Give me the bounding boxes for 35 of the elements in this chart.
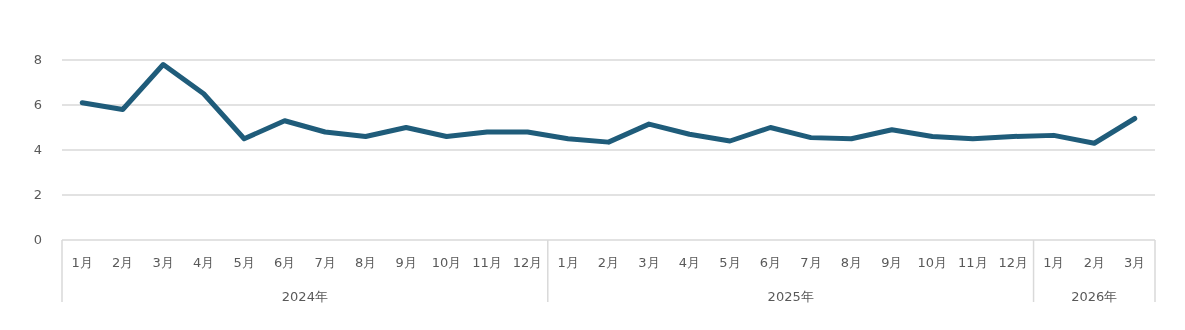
xtick: 12月 bbox=[512, 254, 543, 270]
xtick: 12月 bbox=[998, 254, 1029, 270]
xtick: 2月 bbox=[112, 254, 134, 270]
xtick: 1月 bbox=[71, 254, 93, 270]
ytick: 4 bbox=[33, 141, 42, 157]
xtick: 3月 bbox=[638, 254, 660, 270]
xtick: 8月 bbox=[840, 254, 863, 270]
annotation: 2026年 bbox=[1071, 288, 1118, 304]
xtick: 7月 bbox=[314, 254, 336, 270]
xtick: 11月 bbox=[472, 254, 502, 270]
xtick: 5月 bbox=[233, 254, 255, 270]
xtick: 1月 bbox=[1043, 254, 1065, 270]
xtick: 9月 bbox=[395, 254, 417, 270]
ytick: 6 bbox=[33, 96, 42, 112]
xtick: 8月 bbox=[354, 254, 377, 270]
xtick: 11月 bbox=[958, 254, 988, 270]
annotation: 2024年 bbox=[281, 288, 328, 304]
xtick: 3月 bbox=[1124, 254, 1146, 270]
xtick: 9月 bbox=[881, 254, 903, 270]
xtick: 4月 bbox=[678, 254, 701, 270]
xtick: 6月 bbox=[274, 254, 296, 270]
ytick: 2 bbox=[33, 186, 42, 202]
xtick: 6月 bbox=[759, 254, 782, 270]
ytick: 8 bbox=[33, 51, 42, 67]
xtick: 7月 bbox=[800, 254, 822, 270]
xtick: 10月 bbox=[917, 254, 948, 270]
xtick: 3月 bbox=[152, 254, 174, 270]
xtick: 1月 bbox=[557, 254, 579, 270]
xtick: 10月 bbox=[431, 254, 462, 270]
xtick: 2月 bbox=[1083, 254, 1105, 270]
xtick: 2月 bbox=[597, 254, 620, 270]
ytick: 0 bbox=[33, 231, 42, 247]
xtick: 5月 bbox=[719, 254, 741, 270]
xtick: 4月 bbox=[193, 254, 215, 270]
annotation: 2025年 bbox=[767, 288, 814, 304]
